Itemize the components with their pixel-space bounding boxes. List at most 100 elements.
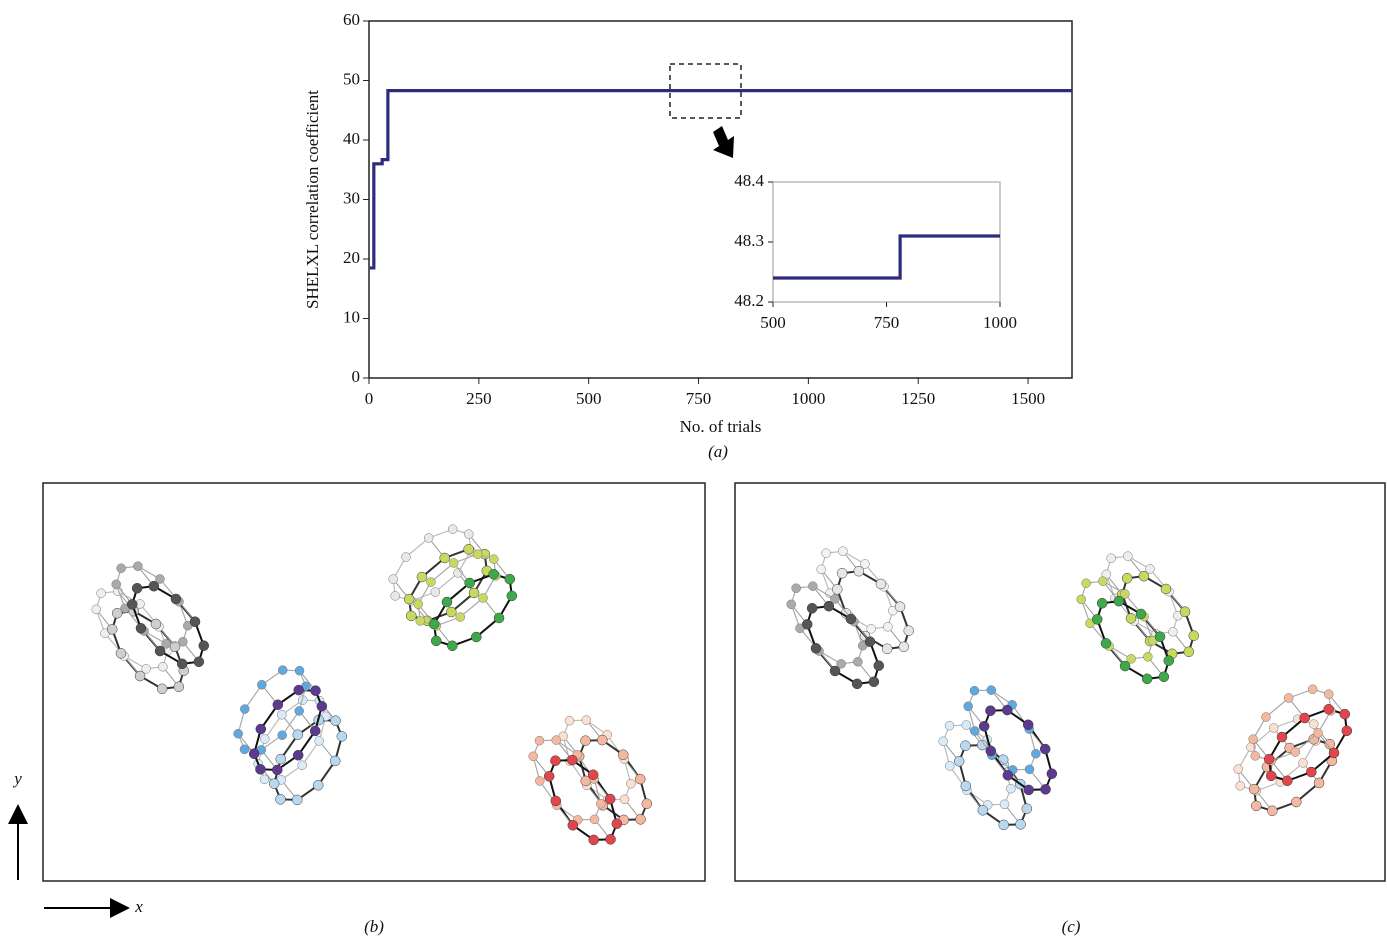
atom	[448, 525, 457, 534]
atom	[273, 700, 283, 710]
atom	[1251, 751, 1260, 760]
atom	[580, 736, 590, 746]
step-line	[370, 91, 1072, 268]
atom	[899, 642, 909, 652]
atom	[1023, 720, 1033, 730]
atom	[1291, 797, 1301, 807]
atom	[1142, 674, 1152, 684]
atom	[313, 780, 323, 790]
y-tick-label: 20	[343, 248, 360, 267]
atom	[1159, 672, 1169, 682]
atom	[440, 553, 450, 563]
atom	[978, 805, 988, 815]
x-tick-label: 250	[466, 389, 492, 408]
atom	[807, 603, 817, 613]
atom	[1236, 781, 1245, 790]
atom	[431, 588, 440, 597]
atom	[1184, 647, 1194, 657]
atom	[787, 600, 796, 609]
atom	[194, 657, 204, 667]
atom	[832, 584, 842, 594]
x-tick-label: 0	[365, 389, 374, 408]
atom	[151, 619, 161, 629]
x-tick-label: 500	[576, 389, 602, 408]
atom	[1261, 713, 1270, 722]
x-tick-label: 1500	[1011, 389, 1045, 408]
atom	[330, 756, 340, 766]
step-line	[773, 236, 1000, 278]
y-tick-label: 48.4	[734, 171, 764, 190]
atom	[494, 613, 504, 623]
atom	[431, 636, 441, 646]
atom	[1077, 595, 1086, 604]
atom	[939, 737, 948, 746]
atom	[293, 730, 303, 740]
atom	[1126, 613, 1136, 623]
panel-label: (c)	[1062, 917, 1081, 936]
x-direction-label: x	[134, 897, 143, 916]
atom	[256, 724, 266, 734]
atom	[295, 706, 304, 715]
atom	[590, 815, 599, 824]
panel-b-frame	[43, 483, 705, 881]
atom	[817, 565, 826, 574]
atom	[442, 597, 452, 607]
atom	[117, 564, 126, 573]
atom	[310, 726, 320, 736]
atom	[552, 736, 561, 745]
atom	[295, 666, 304, 675]
x-tick-label: 1250	[901, 389, 935, 408]
atom	[1082, 579, 1091, 588]
atom	[1269, 723, 1278, 732]
atom	[464, 530, 473, 539]
atom	[792, 584, 801, 593]
atom	[1342, 726, 1352, 736]
atom	[135, 671, 145, 681]
atom	[1234, 765, 1243, 774]
atom	[260, 775, 269, 784]
atom	[853, 657, 862, 666]
atom	[837, 568, 847, 578]
atom	[317, 701, 327, 711]
atom	[1000, 800, 1009, 809]
atom	[92, 605, 101, 614]
atom	[945, 721, 954, 730]
atom	[970, 686, 979, 695]
x-tick-label: 750	[686, 389, 712, 408]
atom	[626, 779, 635, 788]
atom	[589, 835, 599, 845]
atom	[155, 646, 165, 656]
x-tick-label: 500	[760, 313, 786, 332]
atom	[404, 594, 414, 604]
atom	[1309, 720, 1318, 729]
x-tick-label: 1000	[791, 389, 825, 408]
atom	[1031, 749, 1040, 758]
atom	[605, 794, 615, 804]
atom	[1277, 732, 1287, 742]
atom	[1306, 767, 1316, 777]
atom	[1101, 638, 1111, 648]
atom	[1340, 709, 1350, 719]
atom	[987, 686, 996, 695]
atom	[1107, 554, 1116, 563]
atom	[276, 754, 286, 764]
atom	[1284, 693, 1293, 702]
y-tick-label: 50	[343, 69, 360, 88]
atom	[391, 591, 400, 600]
atom	[1139, 571, 1149, 581]
atom	[802, 619, 812, 629]
atom	[449, 558, 458, 567]
atom	[1123, 552, 1132, 561]
atom	[240, 705, 249, 714]
atom	[1314, 728, 1323, 737]
panel-label: (a)	[708, 442, 728, 461]
atom	[551, 796, 561, 806]
atom	[588, 770, 598, 780]
atom	[985, 706, 995, 716]
atom	[331, 716, 341, 726]
atom	[1329, 748, 1339, 758]
atom	[401, 553, 410, 562]
atom	[277, 710, 286, 719]
atom	[970, 726, 979, 735]
atom	[962, 721, 971, 730]
